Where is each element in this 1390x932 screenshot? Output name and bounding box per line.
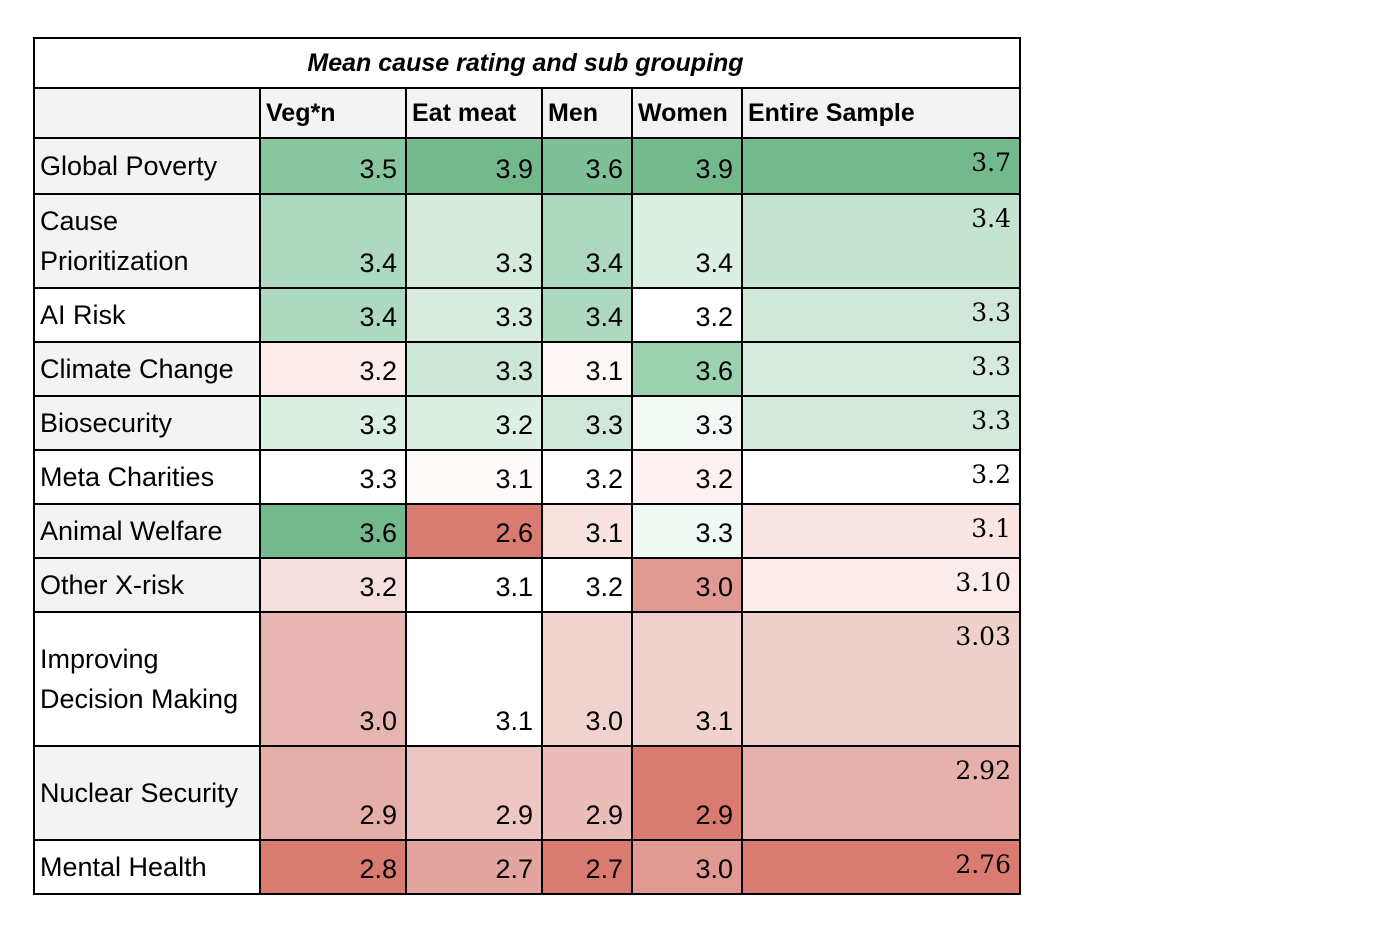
value-cell: 3.1	[631, 611, 743, 747]
value-cell: 3.3	[405, 287, 543, 343]
value-cell: 3.1	[405, 449, 543, 505]
value-cell: 2.9	[631, 745, 743, 841]
value-cell: 3.3	[259, 449, 407, 505]
entire-sample-value-cell: 3.3	[741, 395, 1021, 451]
value-cell: 3.0	[541, 611, 633, 747]
column-header-entire-sample: Entire Sample	[741, 87, 1021, 139]
column-header-vegn: Veg*n	[259, 87, 407, 139]
entire-sample-value-cell: 2.76	[741, 839, 1021, 895]
value-cell: 2.7	[541, 839, 633, 895]
value-cell: 2.9	[405, 745, 543, 841]
row-label: Meta Charities	[33, 449, 261, 505]
value-cell: 3.3	[631, 395, 743, 451]
entire-sample-value-cell: 3.10	[741, 557, 1021, 613]
value-cell: 3.2	[259, 341, 407, 397]
header-corner-cell	[33, 87, 261, 139]
value-cell: 3.4	[541, 193, 633, 289]
value-cell: 3.0	[259, 611, 407, 747]
row-label: Improving Decision Making	[33, 611, 261, 747]
value-cell: 3.4	[259, 287, 407, 343]
value-cell: 3.1	[541, 341, 633, 397]
table-row: Cause Prioritization 3.4 3.3 3.4 3.4 3.4	[33, 193, 1021, 289]
entire-sample-value-cell: 3.3	[741, 341, 1021, 397]
table-row: Improving Decision Making 3.0 3.1 3.0 3.1 3.0…	[33, 611, 1021, 747]
value-cell: 3.4	[259, 193, 407, 289]
value-cell: 3.6	[259, 503, 407, 559]
table-row: Global Poverty 3.5 3.9 3.6 3.9 3.7	[33, 137, 1021, 195]
value-cell: 3.1	[541, 503, 633, 559]
entire-sample-value-cell: 3.3	[741, 287, 1021, 343]
value-cell: 3.9	[405, 137, 543, 195]
table-row: Meta Charities 3.3 3.1 3.2 3.2 3.2	[33, 449, 1021, 505]
row-label: Cause Prioritization	[33, 193, 261, 289]
entire-sample-value-cell: 3.03	[741, 611, 1021, 747]
value-cell: 3.3	[541, 395, 633, 451]
value-cell: 2.9	[541, 745, 633, 841]
table-row: Climate Change 3.2 3.3 3.1 3.6 3.3	[33, 341, 1021, 397]
cause-rating-table: Mean cause rating and sub grouping Veg*n…	[33, 37, 1021, 895]
table-body: Global Poverty 3.5 3.9 3.6 3.9 3.7 Cause Prior…	[33, 137, 1021, 895]
entire-sample-value-cell: 3.4	[741, 193, 1021, 289]
value-cell: 3.3	[631, 503, 743, 559]
value-cell: 3.5	[259, 137, 407, 195]
value-cell: 2.6	[405, 503, 543, 559]
entire-sample-value-cell: 3.2	[741, 449, 1021, 505]
title-row: Mean cause rating and sub grouping	[33, 37, 1021, 89]
row-label: Climate Change	[33, 341, 261, 397]
row-label: AI Risk	[33, 287, 261, 343]
row-label: Animal Welfare	[33, 503, 261, 559]
value-cell: 3.4	[631, 193, 743, 289]
value-cell: 2.8	[259, 839, 407, 895]
table-row: Other X-risk 3.2 3.1 3.2 3.0 3.10	[33, 557, 1021, 613]
value-cell: 3.6	[631, 341, 743, 397]
table-row: Animal Welfare 3.6 2.6 3.1 3.3 3.1	[33, 503, 1021, 559]
column-header-women: Women	[631, 87, 743, 139]
entire-sample-value-cell: 3.7	[741, 137, 1021, 195]
value-cell: 2.7	[405, 839, 543, 895]
table-title: Mean cause rating and sub grouping	[33, 37, 1021, 89]
value-cell: 2.9	[259, 745, 407, 841]
value-cell: 3.2	[259, 557, 407, 613]
value-cell: 3.4	[541, 287, 633, 343]
row-label: Mental Health	[33, 839, 261, 895]
value-cell: 3.2	[631, 287, 743, 343]
value-cell: 3.3	[259, 395, 407, 451]
value-cell: 3.1	[405, 611, 543, 747]
value-cell: 3.2	[541, 557, 633, 613]
value-cell: 3.0	[631, 557, 743, 613]
value-cell: 3.2	[541, 449, 633, 505]
value-cell: 3.2	[631, 449, 743, 505]
row-label: Other X-risk	[33, 557, 261, 613]
table-row: Nuclear Security 2.9 2.9 2.9 2.9 2.92	[33, 745, 1021, 841]
entire-sample-value-cell: 2.92	[741, 745, 1021, 841]
value-cell: 3.1	[405, 557, 543, 613]
value-cell: 3.9	[631, 137, 743, 195]
value-cell: 3.0	[631, 839, 743, 895]
table-row: AI Risk 3.4 3.3 3.4 3.2 3.3	[33, 287, 1021, 343]
column-header-men: Men	[541, 87, 633, 139]
value-cell: 3.3	[405, 193, 543, 289]
table-row: Biosecurity 3.3 3.2 3.3 3.3 3.3	[33, 395, 1021, 451]
value-cell: 3.6	[541, 137, 633, 195]
header-row: Veg*n Eat meat Men Women Entire Sample	[33, 87, 1021, 139]
column-header-eat-meat: Eat meat	[405, 87, 543, 139]
row-label: Nuclear Security	[33, 745, 261, 841]
value-cell: 3.3	[405, 341, 543, 397]
row-label: Global Poverty	[33, 137, 261, 195]
table-row: Mental Health 2.8 2.7 2.7 3.0 2.76	[33, 839, 1021, 895]
row-label: Biosecurity	[33, 395, 261, 451]
value-cell: 3.2	[405, 395, 543, 451]
entire-sample-value-cell: 3.1	[741, 503, 1021, 559]
